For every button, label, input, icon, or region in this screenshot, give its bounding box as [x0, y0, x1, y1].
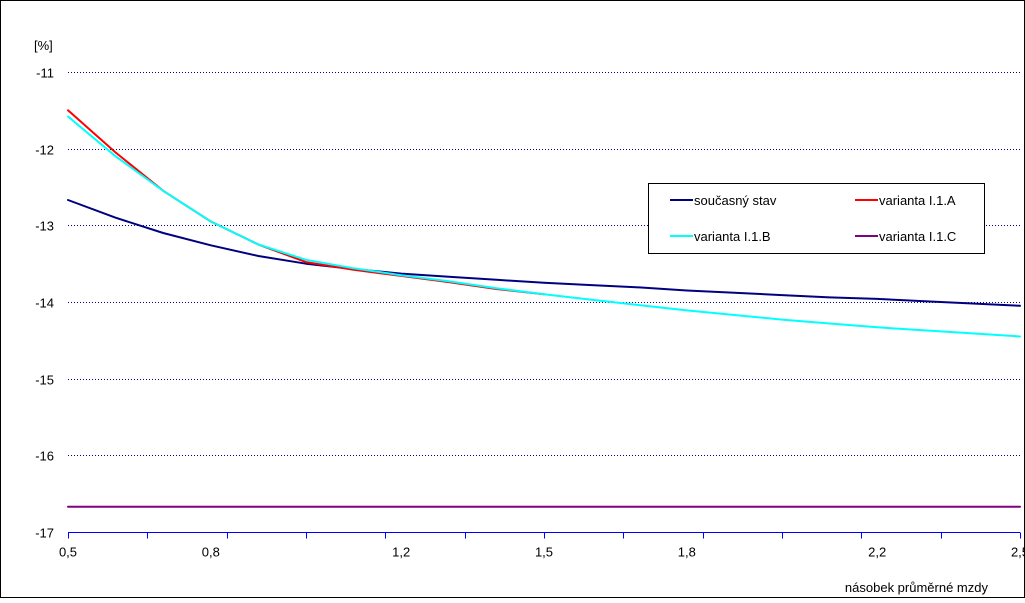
x-tick-label: 2,2	[868, 545, 886, 560]
x-tick-label: 1,5	[535, 545, 553, 560]
x-tick-label: 1,2	[392, 545, 410, 560]
series-line-1	[67, 199, 1021, 307]
legend-label: varianta I.1.A	[879, 193, 956, 208]
series-line-3	[67, 115, 1021, 338]
x-tick-labels: 0,5 0,8 1,2 1,5 1,8 2,2 2,5	[59, 545, 1025, 560]
x-tick-label: 0,8	[202, 545, 220, 560]
x-tick-label: 1,8	[678, 545, 696, 560]
legend-label: varianta I.1.C	[879, 229, 956, 244]
legend-label: současný stav	[694, 193, 777, 208]
y-tick-label: -13	[35, 219, 54, 234]
series-lines	[67, 109, 1021, 508]
x-axis-label: násobek průměrné mzdy	[845, 580, 989, 595]
y-tick-label: -17	[35, 526, 54, 541]
y-tick-label: -11	[36, 66, 54, 81]
y-axis-label: [%]	[34, 38, 53, 53]
y-tick-label: -16	[35, 449, 54, 464]
legend-items: současný stav varianta I.1.A varianta I.1.…	[670, 193, 956, 244]
y-tick-label: -12	[35, 143, 54, 158]
legend-box	[648, 183, 985, 254]
x-tick-label: 2,5	[1011, 545, 1025, 560]
y-tick-labels: -11 -12 -13 -14 -15 -16 -17	[35, 66, 54, 541]
legend: současný stav varianta I.1.A varianta I.1.…	[648, 183, 985, 254]
legend-label: varianta I.1.B	[694, 229, 771, 244]
axes	[68, 532, 1021, 539]
y-tick-label: -14	[35, 296, 54, 311]
x-tick-label: 0,5	[59, 545, 77, 560]
y-tick-label: -15	[35, 373, 54, 388]
